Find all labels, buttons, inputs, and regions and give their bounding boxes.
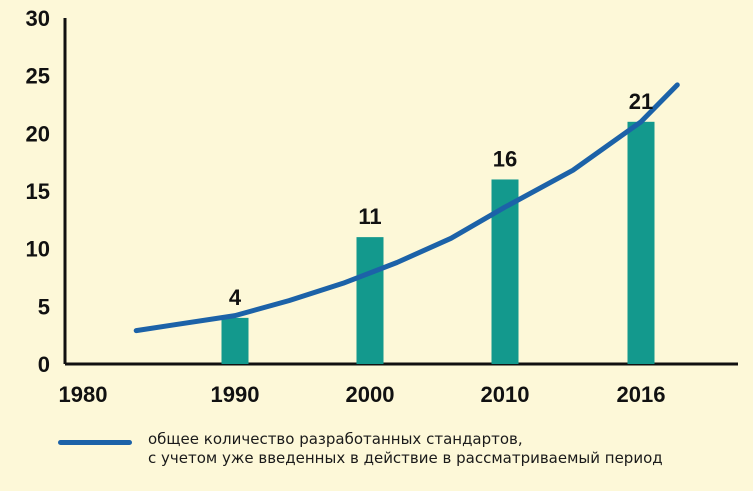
- legend-line-swatch: [58, 440, 132, 445]
- data-label: 21: [629, 89, 653, 114]
- bar: [356, 237, 384, 364]
- data-label: 16: [493, 146, 517, 171]
- y-tick-label: 25: [26, 64, 50, 89]
- trend-line: [133, 82, 680, 334]
- legend-label-line-1: общее количество разработанных стандарто…: [148, 430, 523, 448]
- y-tick-label: 30: [26, 6, 50, 31]
- bar: [221, 317, 249, 364]
- y-tick-label: 20: [26, 121, 50, 146]
- bar: [627, 121, 655, 364]
- x-tick-label: 1990: [211, 382, 260, 407]
- y-tick-label: 0: [38, 352, 50, 377]
- legend: общее количество разработанных стандарто…: [58, 430, 738, 468]
- x-tick-label: 1980: [59, 382, 108, 407]
- x-tick-label: 2016: [617, 382, 666, 407]
- data-label: 4: [229, 285, 242, 310]
- y-tick-label: 15: [26, 179, 50, 204]
- legend-label-line-2: с учетом уже введенных в действие в расс…: [148, 449, 663, 467]
- x-tick-label: 2010: [481, 382, 530, 407]
- y-tick-label: 10: [26, 237, 50, 262]
- data-label: 11: [358, 204, 381, 229]
- legend-label: общее количество разработанных стандарто…: [148, 430, 663, 468]
- y-tick-label: 5: [38, 294, 50, 319]
- x-tick-label: 2000: [346, 382, 395, 407]
